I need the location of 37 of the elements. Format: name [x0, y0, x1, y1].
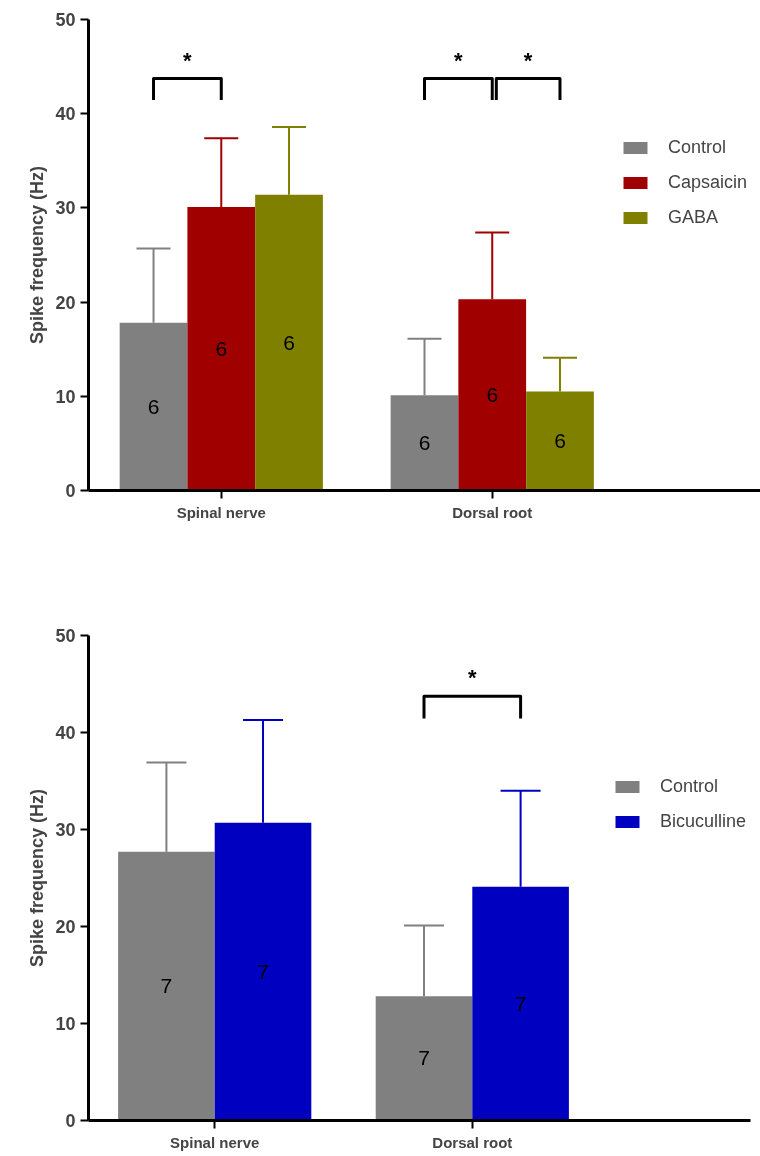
annotation: *: [468, 665, 478, 691]
y-tick-label: 10: [55, 386, 76, 407]
annotation: *: [454, 47, 464, 73]
legend-label: Capsaicin: [668, 172, 748, 193]
annotation: 7: [160, 974, 173, 998]
legend-label: Bicuculline: [660, 811, 747, 832]
y-tick-label: 30: [55, 820, 76, 840]
x-tick-label: Dorsal root: [452, 503, 533, 521]
annotation: *: [523, 47, 533, 73]
y-tick-label: 10: [55, 1014, 76, 1034]
annotation: 7: [418, 1046, 430, 1070]
annotation: 6: [554, 429, 566, 453]
x-tick-label: Spinal nerve: [176, 503, 266, 521]
annotation: 7: [514, 991, 527, 1015]
y-tick-label: 20: [55, 292, 76, 313]
y-tick-label: 40: [55, 723, 76, 743]
annotation: 6: [418, 430, 431, 454]
y-tick-label: 30: [55, 198, 76, 219]
x-tick-label: Dorsal root: [432, 1133, 513, 1151]
annotation: 6: [486, 382, 499, 406]
x-tick-label: Spinal nerve: [170, 1133, 260, 1151]
annotation: 7: [257, 959, 269, 983]
y-tick-label: 50: [55, 10, 76, 30]
y-axis-title: Spike frequency (Hz): [27, 788, 48, 968]
annotation: 6: [283, 330, 295, 354]
legend-label: Control: [668, 137, 727, 158]
y-tick-label: 0: [65, 481, 76, 501]
annotation: 6: [215, 336, 228, 360]
y-tick-label: 20: [55, 917, 76, 937]
y-tick-label: 0: [65, 1111, 76, 1131]
y-tick-label: 50: [55, 626, 76, 646]
annotation: *: [183, 47, 193, 73]
annotation: 6: [147, 394, 160, 418]
y-tick-label: 40: [55, 104, 76, 125]
legend-label: GABA: [668, 207, 719, 228]
y-axis-title: Spike frequency (Hz): [27, 165, 48, 345]
legend-label: Control: [660, 776, 719, 797]
